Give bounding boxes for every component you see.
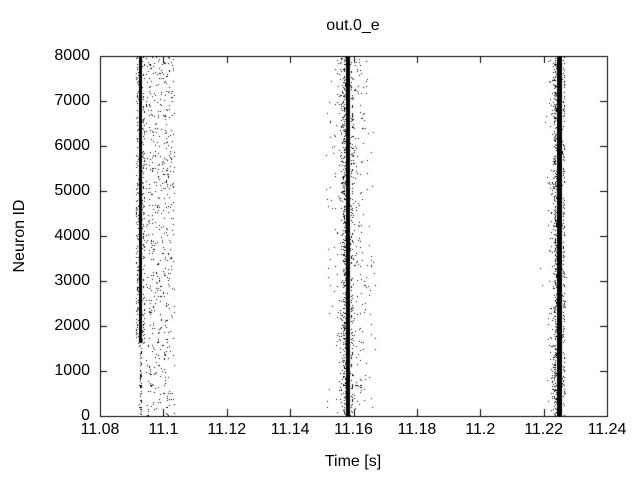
y-tick-label: 1000: [54, 362, 90, 379]
x-tick-label: 11.1: [148, 421, 179, 438]
chart-title: out.0_e: [326, 17, 380, 34]
x-tick-label: 11.12: [207, 421, 247, 438]
y-tick-label: 6000: [54, 137, 90, 154]
x-tick-label: 11.24: [587, 421, 627, 438]
y-tick-label: 4000: [54, 227, 90, 244]
y-tick-label: 8000: [54, 47, 90, 64]
x-tick-label: 11.16: [334, 421, 373, 438]
x-tick-label: 11.22: [524, 421, 564, 438]
y-tick-label: 5000: [54, 182, 90, 199]
x-tick-label: 11.08: [80, 421, 120, 438]
y-tick-label: 3000: [54, 272, 90, 289]
x-tick-label: 11.18: [397, 421, 437, 438]
x-tick-label: 11.2: [465, 421, 496, 438]
x-axis-title: Time [s]: [324, 453, 382, 470]
x-tick-label: 11.14: [270, 421, 310, 438]
y-tick-label: 7000: [54, 92, 90, 109]
y-tick-label: 0: [81, 407, 90, 424]
y-tick-label: 2000: [54, 317, 90, 334]
